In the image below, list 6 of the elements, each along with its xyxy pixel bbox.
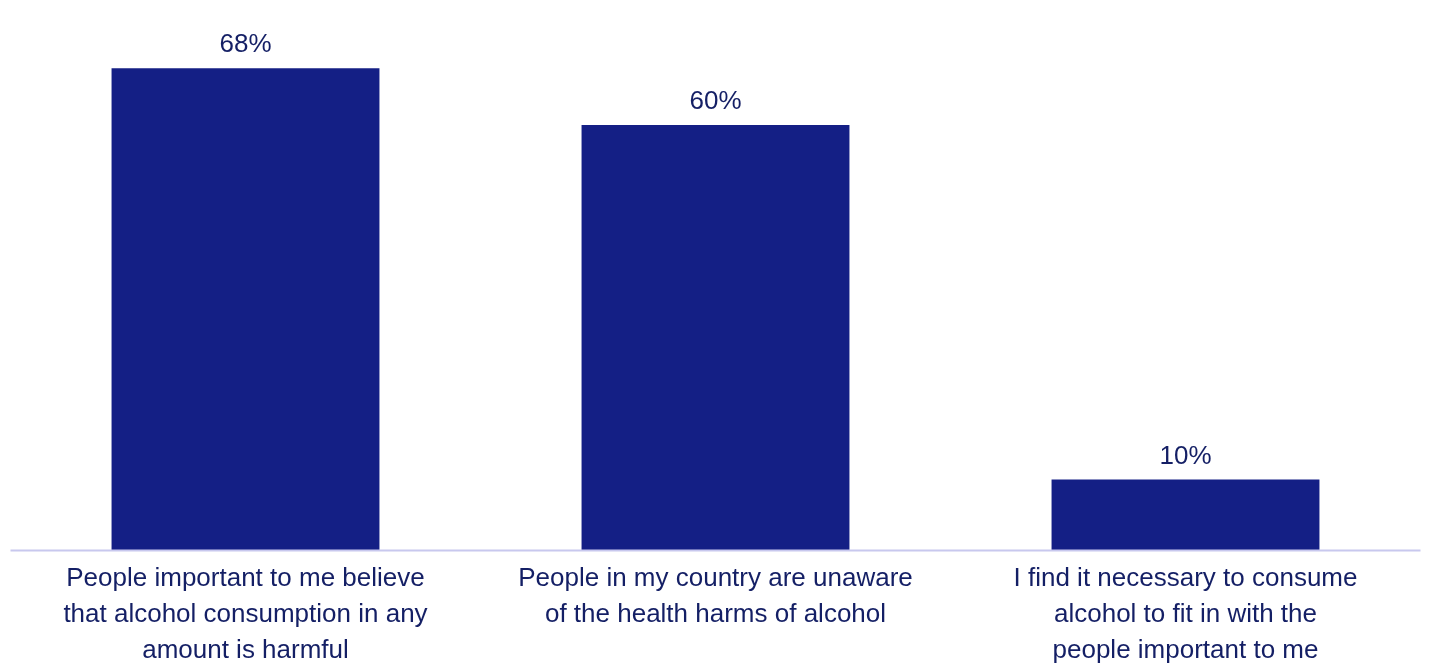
x-tick-label: I find it necessary to consume alcohol to fit in with the people important to me bbox=[1013, 561, 1358, 664]
data-label: 10% bbox=[1159, 439, 1212, 470]
data-label: 60% bbox=[689, 84, 742, 115]
x-tick-label: People important to me believe that alcohol consumption in any amount is harmful bbox=[63, 561, 428, 664]
x-tick-label: People in my country are unaware of the health harms of alcohol bbox=[518, 561, 913, 628]
data-label: 68% bbox=[219, 28, 272, 59]
